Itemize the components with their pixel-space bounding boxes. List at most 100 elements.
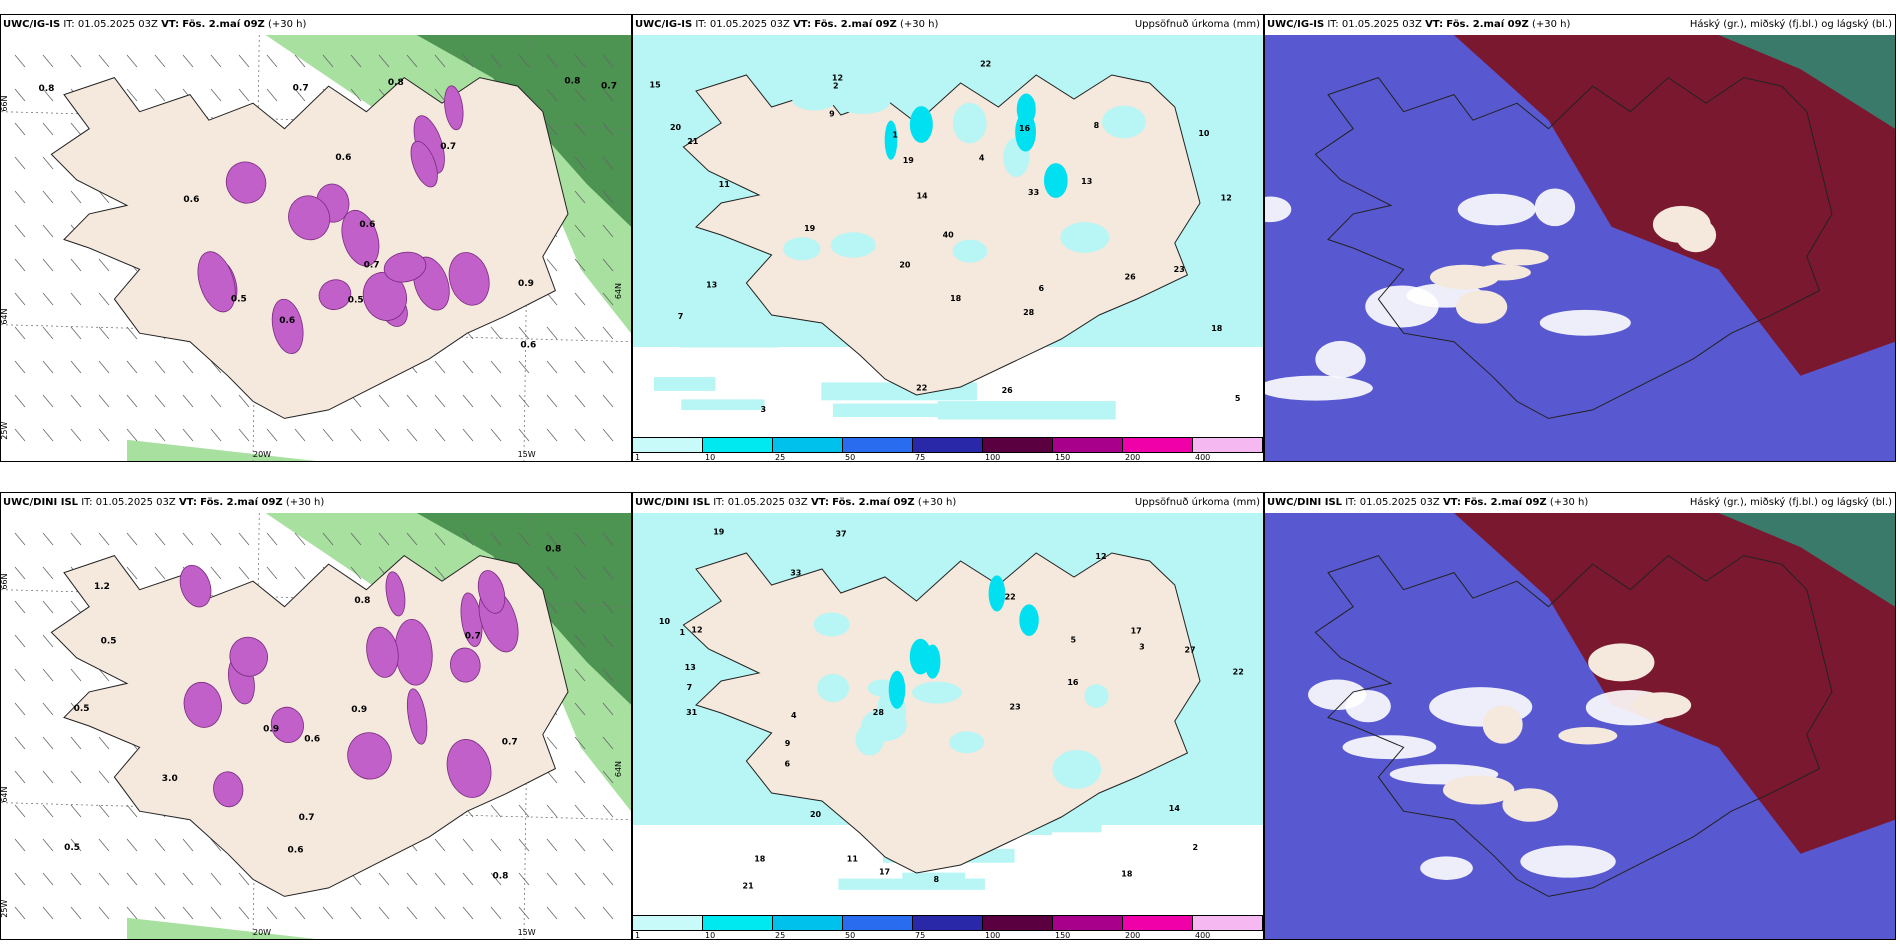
wind-barb (14, 428, 26, 442)
precip-blob (213, 771, 244, 808)
precip-patch (830, 232, 876, 258)
precip-value-label: 2 (833, 81, 839, 90)
it-value: 01.05.2025 03Z (95, 497, 176, 508)
wind-barb (574, 600, 586, 614)
wind-barb (266, 566, 278, 580)
wind-barb (546, 326, 558, 340)
precip-blob (271, 298, 304, 355)
wind-barb (602, 122, 614, 136)
wind-barb (518, 532, 530, 546)
precip-patch (783, 237, 821, 261)
visibility-field-south (127, 439, 316, 461)
wind-barb (546, 804, 558, 818)
wind-barb (238, 54, 250, 68)
visibility-value-label: 0.9 (263, 724, 279, 734)
precip-core (1015, 112, 1036, 152)
wind-barb (70, 600, 82, 614)
precip-value-label: 8 (934, 875, 940, 884)
precip-blob (318, 279, 352, 311)
visibility-value-label: 0.6 (520, 340, 536, 350)
it-label: IT: (695, 19, 707, 30)
wind-barb (70, 428, 82, 442)
wind-barb (462, 54, 474, 68)
wind-barb (98, 804, 110, 818)
precip-value-label: 18 (754, 855, 766, 864)
wind-barb (378, 906, 390, 920)
wind-barb (434, 360, 446, 374)
visibility-value-label: 0.6 (359, 220, 375, 230)
colorbar-tick-label: 75 (915, 931, 926, 940)
wind-barb (266, 428, 278, 442)
wind-barb (126, 532, 138, 546)
wind-barb (518, 360, 530, 374)
precipitation-panel: UWC/IG-IS IT: 01.05.2025 03Z VT: Fös. 2.… (632, 14, 1264, 462)
wind-barb (602, 838, 614, 852)
precip-value-label: 31 (686, 708, 698, 717)
wind-barb (70, 532, 82, 546)
wind-barb (210, 838, 222, 852)
clear-sky-patch (1308, 679, 1367, 711)
precip-blob (410, 140, 438, 188)
cloud-cover-panel: UWC/IG-IS IT: 01.05.2025 03Z VT: Fös. 2.… (1264, 14, 1896, 462)
panel-title: UWC/IG-IS IT: 01.05.2025 03Z VT: Fös. 2.… (633, 15, 1263, 35)
wind-barb (182, 360, 194, 374)
visibility-value-label: 0.5 (74, 704, 90, 714)
wind-barb (602, 702, 614, 716)
wind-barb (434, 394, 446, 408)
latitude-label: 66N (1, 574, 9, 590)
wind-barb (546, 600, 558, 614)
wind-barb (154, 54, 166, 68)
panel-title: UWC/DINI ISL IT: 01.05.2025 03Z VT: Fös.… (1, 493, 631, 513)
wind-barb (154, 872, 166, 886)
wind-barb (406, 532, 418, 546)
wind-barb (14, 88, 26, 102)
wind-barb (546, 838, 558, 852)
wind-barb (266, 88, 278, 102)
model-name: UWC/DINI ISL (1267, 497, 1343, 508)
precip-panel-title: Uppsöfnuð úrkoma (mm) (1134, 497, 1260, 508)
wind-barb (518, 54, 530, 68)
wind-barb (98, 906, 110, 920)
precip-value-label: 26 (1125, 272, 1137, 281)
land-visible-patch (1429, 264, 1500, 290)
wind-barb (210, 872, 222, 886)
wind-barb (490, 428, 502, 442)
visibility-value-label: 0.6 (288, 845, 304, 855)
vt-label: VT: (1425, 19, 1444, 30)
clear-sky-patch (1342, 735, 1437, 760)
wind-barb (518, 326, 530, 340)
wind-barb (182, 906, 194, 920)
precip-patch (855, 723, 884, 756)
wind-barb (322, 428, 334, 442)
wind-barb (294, 532, 306, 546)
precip-value-label: 19 (804, 224, 816, 233)
wind-barb (126, 54, 138, 68)
wind-barb (406, 394, 418, 408)
wind-barb (42, 532, 54, 546)
wind-barb (434, 88, 446, 102)
land-visible-patch (1455, 290, 1508, 324)
iceland-land (682, 74, 1201, 396)
wind-barb (14, 532, 26, 546)
wind-barb (490, 804, 502, 818)
wind-barb (546, 532, 558, 546)
wind-barb (126, 566, 138, 580)
colorbar-cell (983, 437, 1053, 453)
precip-patch (867, 679, 896, 697)
precip-colorbar: 1 10 25 50 75 100 150 200 400 (633, 437, 1263, 461)
wind-barb (42, 634, 54, 648)
precip-blob (347, 732, 392, 780)
wind-barb (238, 88, 250, 102)
longitude-label: 15W (518, 928, 536, 937)
wind-barb (434, 566, 446, 580)
colorbar-tick-label: 150 (1055, 931, 1071, 940)
visibility-value-label: 0.7 (440, 142, 456, 152)
visibility-field-dark (416, 35, 631, 227)
visibility-value-label: 0.9 (518, 279, 534, 289)
wind-barb (602, 326, 614, 340)
wind-barb (434, 532, 446, 546)
wind-barb (238, 428, 250, 442)
wind-barb (42, 600, 54, 614)
precip-value-label: 7 (687, 683, 693, 692)
wind-barb (14, 702, 26, 716)
